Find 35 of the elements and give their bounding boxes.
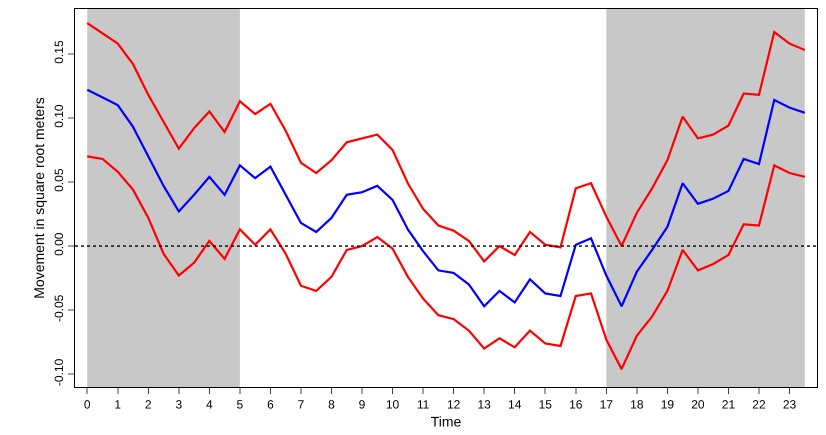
x-tick-label: 23 [782,397,797,412]
x-tick-label: 0 [84,397,91,412]
x-tick-label: 5 [236,397,244,412]
line-series [86,88,806,308]
x-tick-label: 2 [144,397,152,412]
x-tick-label: 21 [722,397,736,412]
y-tick-label: 0.10 [52,104,66,128]
x-tick-label: 17 [600,397,614,412]
line-series [86,22,806,263]
y-tick-label: -0.10 [52,358,66,386]
x-tick-label: 16 [569,397,583,412]
x-tick-label: 14 [508,397,522,412]
x-tick-label: 9 [358,397,366,412]
x-tick-label: 7 [298,397,305,412]
x-axis-title: Time [430,414,462,430]
x-tick-label: 10 [386,397,400,412]
x-tick-label: 13 [477,397,492,412]
x-tick-label: 6 [267,397,274,412]
x-tick-label: 12 [446,397,461,412]
x-tick-label: 18 [630,397,644,412]
y-tick-label: 0.05 [52,168,66,192]
x-tick-label: 11 [416,397,430,412]
y-axis-title: Movement in square root meters [30,97,47,299]
line-series [86,155,806,370]
x-tick-label: 3 [175,397,182,412]
y-tick-label: 0.00 [52,232,66,256]
y-tick-label: 0.15 [52,40,66,64]
x-tick-label: 8 [328,397,336,412]
x-tick-label: 15 [538,397,552,412]
x-tick-label: 19 [660,397,674,412]
x-tick-label: 1 [114,397,122,412]
y-tick-label: -0.05 [52,294,66,322]
x-tick-label: 4 [206,397,214,412]
x-tick-label: 22 [752,397,766,412]
x-tick-label: 20 [691,397,705,412]
